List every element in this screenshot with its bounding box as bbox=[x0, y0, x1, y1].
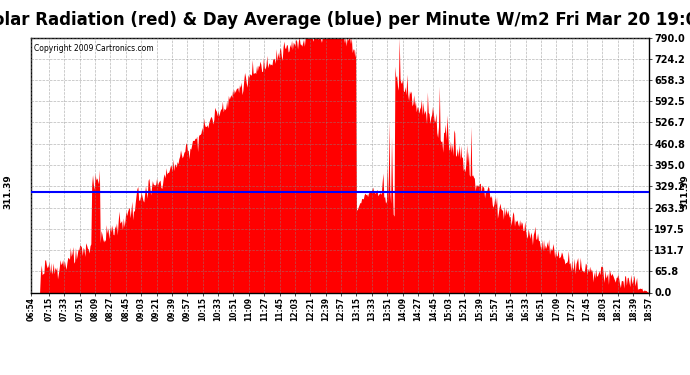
Text: 311.39: 311.39 bbox=[680, 175, 689, 209]
Text: 311.39: 311.39 bbox=[3, 175, 12, 209]
Text: Solar Radiation (red) & Day Average (blue) per Minute W/m2 Fri Mar 20 19:04: Solar Radiation (red) & Day Average (blu… bbox=[0, 11, 690, 29]
Text: Copyright 2009 Cartronics.com: Copyright 2009 Cartronics.com bbox=[34, 44, 154, 53]
